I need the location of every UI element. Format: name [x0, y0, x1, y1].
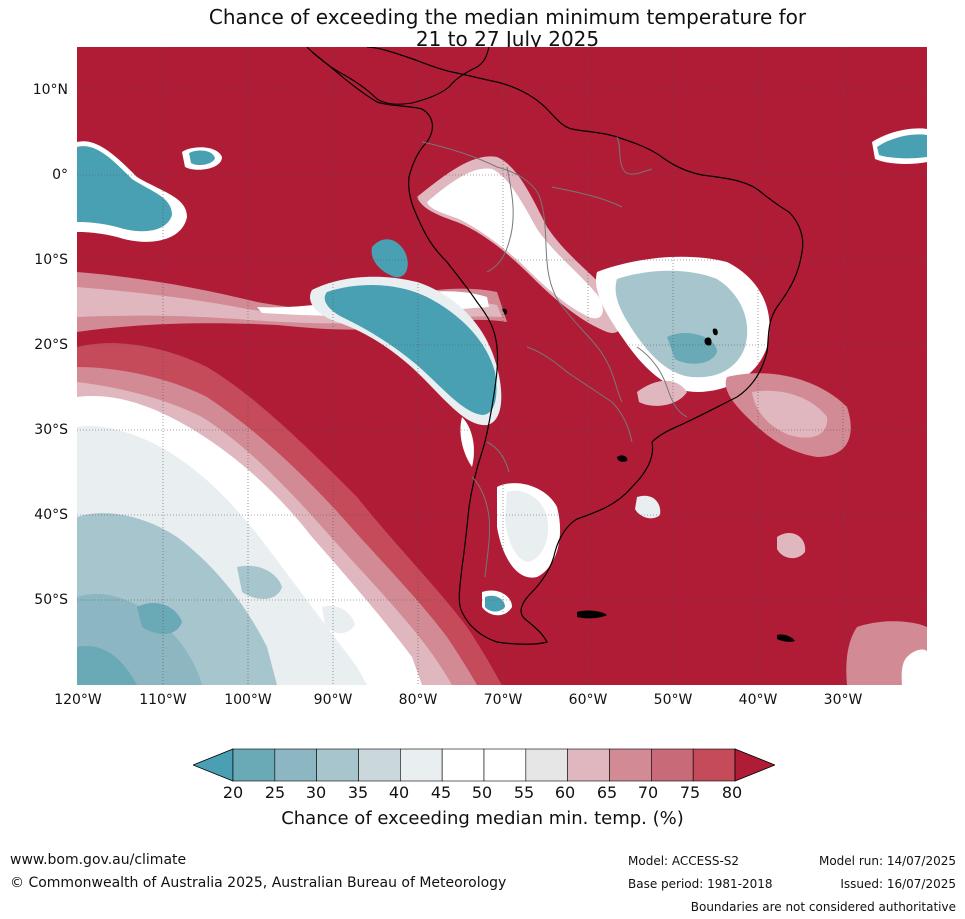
colorbar: [191, 748, 777, 782]
colorbar-tick-35: 35: [347, 783, 369, 802]
colorbar-label: Chance of exceeding median min. temp. (%…: [281, 808, 684, 829]
lat-label-30s: 30°S: [34, 422, 68, 438]
colorbar-segment: [692, 748, 736, 782]
colorbar-tick-20: 20: [222, 783, 244, 802]
colorbar-segment: [316, 748, 359, 782]
lon-label-70w: 70°W: [483, 692, 523, 708]
colorbar-extension-low: [191, 748, 234, 782]
central-america-coastline: [306, 47, 490, 105]
colorbar-tick-50: 50: [471, 783, 493, 802]
lon-label-60w: 60°W: [568, 692, 608, 708]
colorbar-segment: [441, 748, 485, 782]
lat-label-10n: 10°N: [32, 82, 68, 98]
colorbar-segment: [400, 748, 443, 782]
colorbar-segment: [358, 748, 401, 782]
model-run-text: Model run: 14/07/2025: [818, 854, 956, 868]
lat-label-10s: 10°S: [34, 252, 68, 268]
lat-label-0: 0°: [52, 167, 68, 183]
colorbar-segment: [274, 748, 317, 782]
probability-map: [77, 47, 927, 685]
lon-label-90w: 90°W: [313, 692, 353, 708]
colorbar-segment: [567, 748, 610, 782]
colorbar-segment: [609, 748, 652, 782]
map-graticule: [77, 47, 927, 685]
colorbar-tick-65: 65: [596, 783, 618, 802]
lat-label-20s: 20°S: [34, 337, 68, 353]
colorbar-tick-60: 60: [554, 783, 576, 802]
colorbar-segment: [651, 748, 694, 782]
colorbar-extension-high: [734, 748, 777, 782]
south-america-coastline: [311, 47, 804, 645]
equatorial-pacific-field: [77, 128, 927, 242]
lon-label-100w: 100°W: [224, 692, 272, 708]
colorbar-tick-75: 75: [679, 783, 701, 802]
lon-label-80w: 80°W: [398, 692, 438, 708]
model-text: Model: ACCESS-S2: [628, 854, 740, 868]
map-canvas: [77, 47, 927, 685]
colorbar-svg: [191, 748, 777, 782]
colorbar-tick-40: 40: [388, 783, 410, 802]
lat-label-50s: 50°S: [34, 592, 68, 608]
issued-text: Issued: 16/07/2025: [840, 877, 956, 891]
lat-label-40s: 40°S: [34, 507, 68, 523]
base-period-text: Base period: 1981-2018: [628, 877, 773, 891]
continental-fields: [417, 156, 927, 685]
map-title-line1: Chance of exceeding the median minimum t…: [208, 5, 807, 29]
colorbar-tick-55: 55: [513, 783, 535, 802]
colorbar-tick-70: 70: [637, 783, 659, 802]
island-markers: [502, 308, 795, 642]
disclaimer-text: Boundaries are not considered authoritat…: [690, 900, 956, 914]
lon-label-120w: 120°W: [54, 692, 102, 708]
colorbar-tick-45: 45: [430, 783, 452, 802]
map-title-line2: 21 to 27 July 2025: [415, 27, 600, 51]
southwest-pacific-field: [77, 343, 502, 685]
lon-label-30w: 30°W: [823, 692, 863, 708]
colorbar-segment: [232, 748, 276, 782]
lon-label-40w: 40°W: [738, 692, 778, 708]
tropical-pacific-band: [77, 239, 507, 426]
country-borders: [421, 136, 688, 578]
website-link[interactable]: www.bom.gov.au/climate: [10, 852, 187, 868]
lon-label-50w: 50°W: [653, 692, 693, 708]
colorbar-tick-30: 30: [305, 783, 327, 802]
colorbar-segment: [483, 748, 527, 782]
colorbar-tick-25: 25: [264, 783, 286, 802]
colorbar-tick-80: 80: [721, 783, 743, 802]
lon-label-110w: 110°W: [139, 692, 187, 708]
copyright-text: © Commonwealth of Australia 2025, Austra…: [10, 875, 507, 891]
colorbar-segment: [525, 748, 568, 782]
